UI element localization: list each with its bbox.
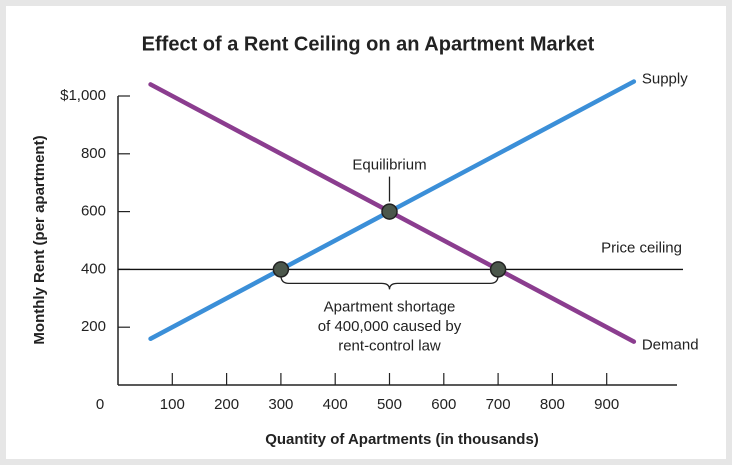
- x-tick-label: 600: [431, 396, 456, 413]
- x-tick-label: 900: [594, 396, 619, 413]
- y-tick-label: 600: [81, 203, 106, 220]
- y-tick-label: 0: [96, 396, 104, 413]
- series-label: Demand: [642, 337, 699, 354]
- shortage-label: Apartment shortage: [324, 298, 456, 315]
- y-axis-label: Monthly Rent (per apartment): [31, 135, 48, 344]
- y-tick-label: 400: [81, 260, 106, 277]
- series-label: Supply: [642, 71, 688, 88]
- price-ceiling-label: Price ceiling: [601, 239, 682, 256]
- point: [381, 203, 398, 220]
- panel: [6, 6, 726, 459]
- x-tick-label: 500: [377, 396, 402, 413]
- equilibrium-label: Equilibrium: [352, 157, 426, 174]
- shortage-brace: [280, 275, 499, 290]
- x-tick-label: 200: [214, 396, 239, 413]
- x-tick-label: 400: [323, 396, 348, 413]
- shortage-label: of 400,000 caused by: [318, 318, 462, 335]
- chart-title: Effect of a Rent Ceiling on an Apartment…: [142, 33, 595, 55]
- point: [272, 261, 290, 278]
- x-axis-label: Quantity of Apartments (in thousands): [265, 431, 539, 448]
- y-tick-label: 200: [81, 318, 106, 335]
- x-tick-label: 800: [540, 396, 565, 413]
- x-tick-label: 100: [160, 396, 185, 413]
- y-tick-label: $1,000: [60, 87, 106, 104]
- y-tick-label: 800: [81, 145, 106, 162]
- shortage-label: rent-control law: [338, 337, 441, 354]
- x-tick-label: 300: [268, 396, 293, 413]
- point: [489, 261, 507, 278]
- x-tick-label: 700: [486, 396, 511, 413]
